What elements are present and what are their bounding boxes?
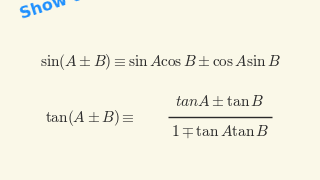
Text: $\tan(A \pm B) \equiv$: $\tan(A \pm B) \equiv$ [45,108,135,128]
Text: $\sin(A \pm B) \equiv \sin A \cos B \pm \cos A \sin B$: $\sin(A \pm B) \equiv \sin A \cos B \pm … [40,52,280,72]
Text: $\mathit{tan}A \pm \tan B$: $\mathit{tan}A \pm \tan B$ [175,94,265,109]
Text: $1 \mp \tan A \tan B$: $1 \mp \tan A \tan B$ [171,124,269,140]
Text: Show that:: Show that: [18,0,116,22]
